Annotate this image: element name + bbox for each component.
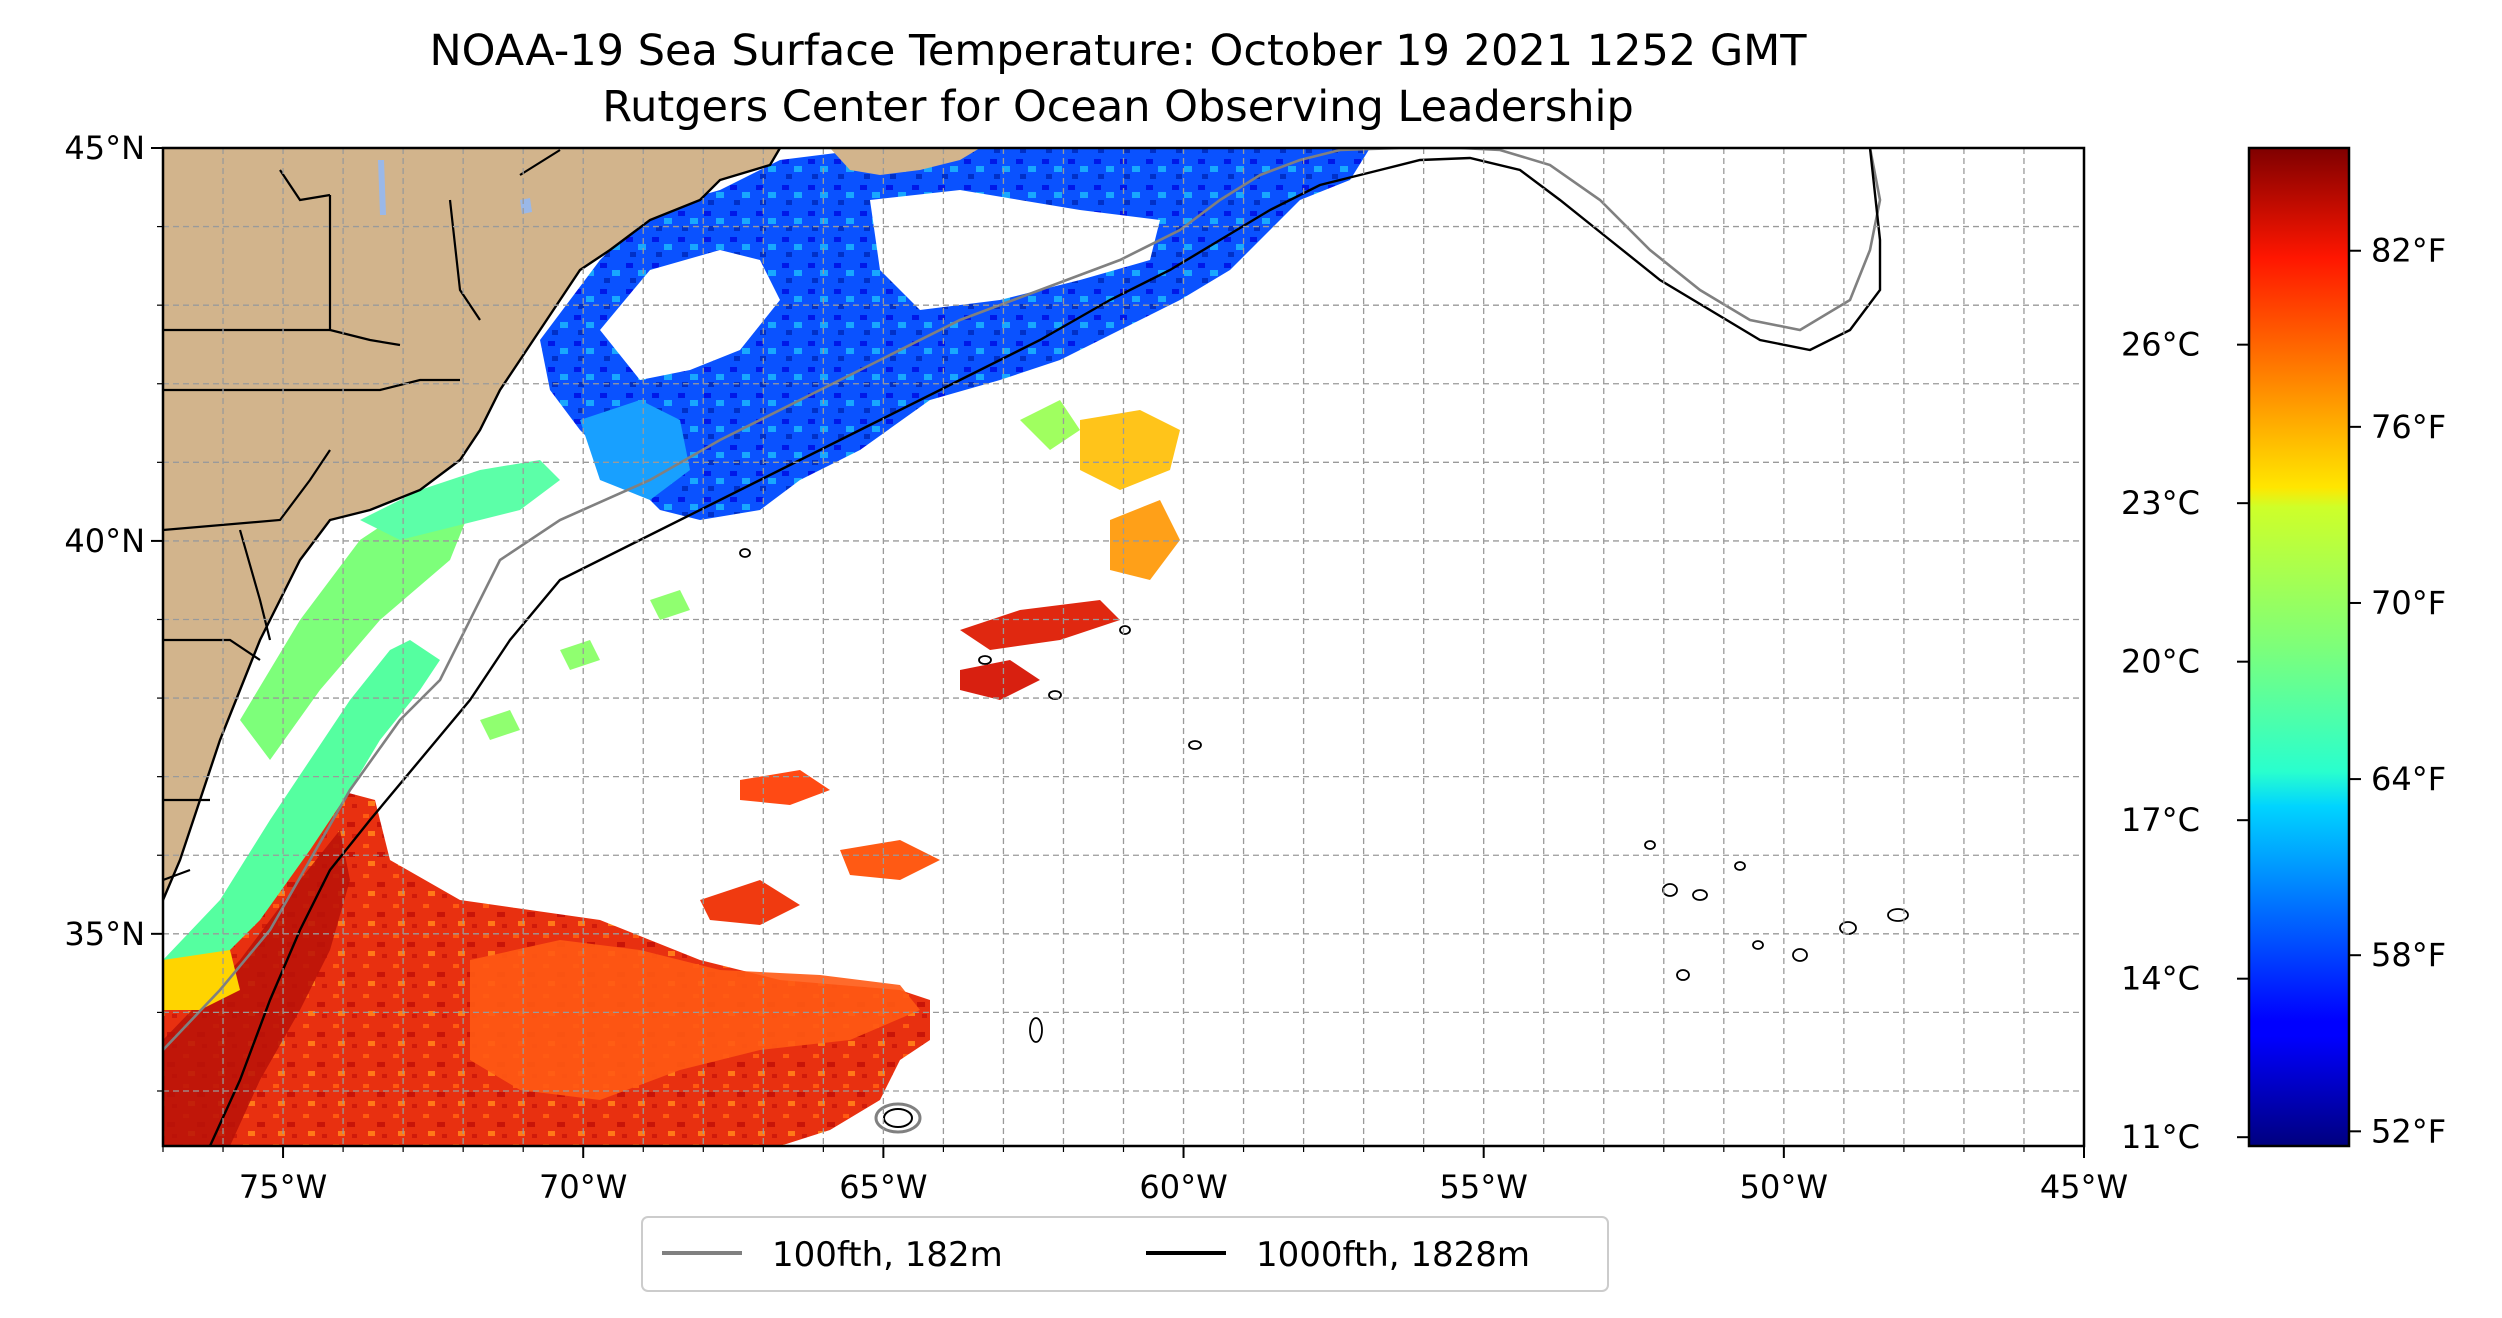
y-tick-label: 35°N (64, 915, 145, 953)
x-tick-label: 50°W (1740, 1168, 1828, 1206)
x-tick-label: 60°W (1139, 1168, 1227, 1206)
x-tick-label: 45°W (2040, 1168, 2128, 1206)
x-axis-ticks: 75°W 70°W 65°W 60°W 55°W 50°W 45°W (162, 1146, 2128, 1206)
land-north-america (163, 148, 780, 900)
colorbar-gradient (2247, 146, 2351, 1148)
sst-offshore-green-specks (480, 590, 690, 740)
sst-shelf-cool-region (163, 640, 440, 1010)
sst-offshore-red-streak-5 (700, 880, 800, 925)
y-tick-label: 40°N (64, 522, 145, 560)
colorbar-f-label: 58°F (2371, 936, 2446, 974)
colorbar-c-label: 23°C (2121, 484, 2200, 522)
x-tick-label: 70°W (539, 1168, 627, 1206)
sst-cloud-gap-gulf-of-maine (600, 250, 780, 380)
colorbar-f-label: 64°F (2371, 760, 2446, 798)
colorbar-c-label: 20°C (2121, 643, 2200, 681)
legend: 100fth, 182m 1000fth, 1828m (641, 1216, 1609, 1292)
title-line-2: Rutgers Center for Ocean Observing Leade… (602, 82, 1634, 132)
sst-offshore-red-streak-2 (960, 660, 1040, 700)
legend-label-100fth: 100fth, 182m (772, 1235, 1003, 1275)
x-tick-label: 65°W (839, 1168, 927, 1206)
colorbar-celsius-ticks: 26°C 23°C 20°C 17°C 14°C 11°C (2121, 326, 2249, 1156)
land-nova-scotia-edge (830, 148, 980, 175)
sst-cloud-gap-shelf (870, 190, 1160, 310)
colorbar-f-label: 70°F (2371, 584, 2446, 622)
lake-champlain (378, 160, 386, 215)
colorbar: 82°F 76°F 70°F 64°F 58°F 52°F 26°C 23°C 20°C 17°… (2121, 146, 2446, 1156)
y-axis-ticks: 45°N 40°N 35°N (64, 129, 163, 1092)
sst-slope-warm-region (470, 940, 920, 1100)
lake-winnipesaukee (520, 198, 532, 214)
map-panel (163, 148, 2084, 1146)
sst-nearshore-yellow (163, 950, 240, 1010)
title-line-1: NOAA-19 Sea Surface Temperature: October… (429, 26, 1807, 76)
sst-offshore-red-streak-3 (740, 770, 830, 805)
colorbar-c-label: 26°C (2121, 326, 2200, 364)
sst-offshore-yellow-patch (1080, 410, 1180, 490)
sst-cape-cod-bay (580, 400, 690, 500)
x-tick-label: 75°W (239, 1168, 327, 1206)
legend-label-1000fth: 1000fth, 1828m (1256, 1235, 1530, 1275)
y-tick-label: 45°N (64, 129, 145, 167)
colorbar-f-label: 82°F (2371, 232, 2446, 270)
sst-offshore-green-patch (1020, 400, 1080, 450)
legend-box (641, 1216, 1609, 1292)
sst-offshore-red-streak-4 (840, 840, 940, 880)
sst-long-island-sound (360, 460, 560, 540)
colorbar-f-label: 52°F (2371, 1112, 2446, 1150)
colorbar-c-label: 14°C (2121, 960, 2200, 998)
sst-offshore-orange-patch (1110, 500, 1180, 580)
colorbar-c-label: 17°C (2121, 801, 2200, 839)
sst-offshore-red-streak (960, 600, 1120, 650)
colorbar-c-label: 11°C (2121, 1118, 2200, 1156)
colorbar-fahrenheit-ticks: 82°F 76°F 70°F 64°F 58°F 52°F (2349, 232, 2446, 1150)
sst-deep-red-core (163, 830, 350, 1146)
x-tick-label: 55°W (1440, 1168, 1528, 1206)
colorbar-f-label: 76°F (2371, 408, 2446, 446)
sst-chesapeake-plume (240, 500, 470, 760)
gridlines (163, 148, 2084, 1146)
sst-imagery (163, 148, 1370, 1146)
seamount-contours (739, 548, 1909, 1043)
